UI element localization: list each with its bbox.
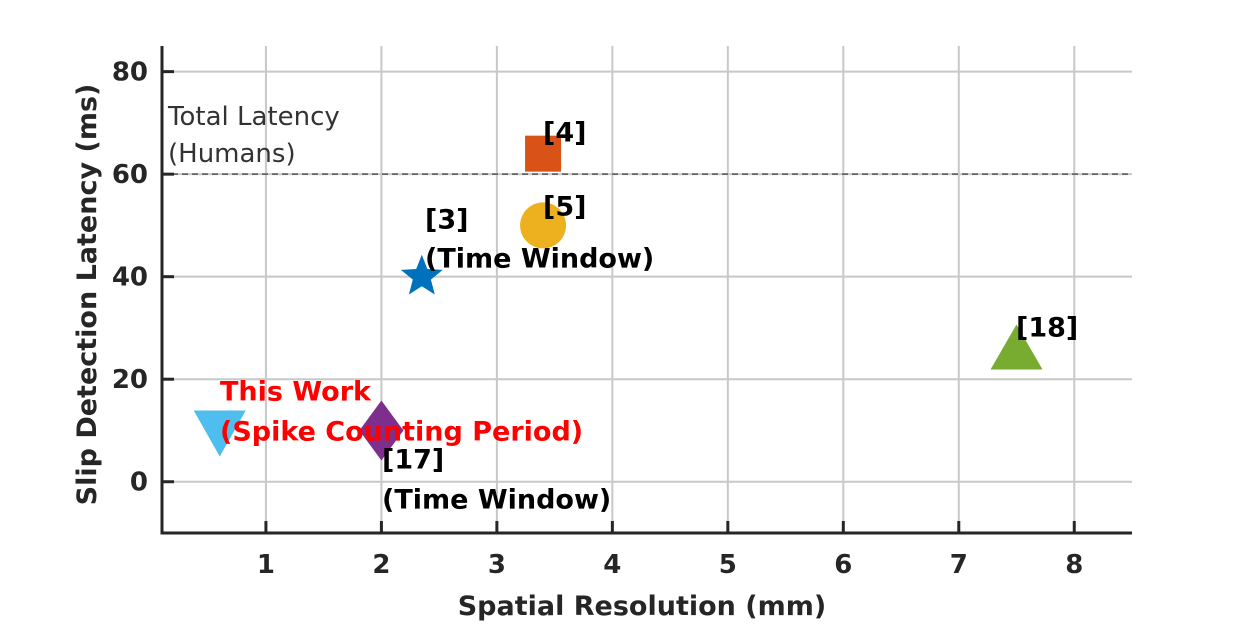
label-line-ref3: [3] xyxy=(425,205,468,236)
x-tick-label: 5 xyxy=(719,550,737,580)
marker-ref4 xyxy=(525,135,562,172)
x-tick-label: 4 xyxy=(603,550,621,580)
data-labels: This Work (Spike Counting Period)[17] (Tim… xyxy=(220,118,1078,516)
label-ref17: [17] (Time Window) xyxy=(382,444,611,515)
x-tick-label: 7 xyxy=(950,550,968,580)
axes-frame xyxy=(160,46,1132,535)
y-axis-label: Slip Detection Latency (ms) xyxy=(72,84,103,506)
label-line-ref17: (Time Window) xyxy=(382,484,611,515)
x-tick-label: 1 xyxy=(257,550,275,580)
label-line-ref17: [17] xyxy=(382,444,444,475)
x-tick-label: 3 xyxy=(488,550,506,580)
label-ref18: [18] xyxy=(1016,312,1078,343)
label-ref5: [5] xyxy=(543,191,586,222)
reference-label-line: Total Latency xyxy=(167,102,340,132)
label-line-ref3: (Time Window) xyxy=(425,244,654,275)
label-ref4: [4] xyxy=(543,118,586,149)
reference-line-label: Total Latency (Humans) xyxy=(167,102,340,169)
x-tick-label: 6 xyxy=(834,550,852,580)
marker-ref17 xyxy=(359,400,404,461)
label-line-ref18: [18] xyxy=(1016,312,1078,343)
x-tick-label: 2 xyxy=(372,550,390,580)
marker-ref5 xyxy=(520,202,567,249)
x-tick-labels: 1 2 3 4 5 6 7 8 xyxy=(257,550,1083,580)
marker-ref3 xyxy=(400,254,443,295)
label-line-ref5: [5] xyxy=(543,191,586,222)
y-tick-label: 60 xyxy=(112,160,148,190)
marker-work xyxy=(193,410,246,457)
y-tick-label: 20 xyxy=(112,365,148,395)
y-tick-label: 80 xyxy=(112,58,148,88)
label-work: This Work (Spike Counting Period) xyxy=(220,376,583,447)
x-tick-label: 8 xyxy=(1065,550,1083,580)
y-tick-labels: 0 20 40 60 80 xyxy=(112,58,148,498)
label-ref3: [3] (Time Window) xyxy=(425,205,654,275)
tick-marks xyxy=(162,70,1076,533)
x-axis-label: Spatial Resolution (mm) xyxy=(458,591,827,622)
marker-ref18 xyxy=(990,324,1043,370)
data-markers xyxy=(193,135,1043,461)
label-line-work: This Work xyxy=(220,376,372,407)
label-line-work: (Spike Counting Period) xyxy=(220,416,583,447)
y-tick-label: 40 xyxy=(112,263,148,293)
y-tick-label: 0 xyxy=(130,468,148,498)
label-line-ref4: [4] xyxy=(543,118,586,149)
reference-label-line: (Humans) xyxy=(168,139,296,169)
